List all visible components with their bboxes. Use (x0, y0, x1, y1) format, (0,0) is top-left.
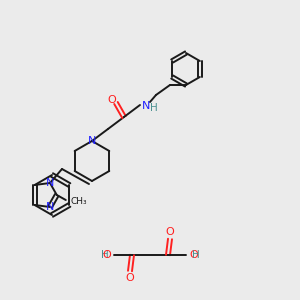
Text: N: N (46, 178, 54, 188)
Text: H: H (101, 250, 109, 260)
Text: O: O (166, 227, 174, 237)
Text: N: N (88, 136, 96, 146)
Text: N: N (142, 101, 150, 111)
Text: H: H (192, 250, 200, 260)
Text: H: H (150, 103, 158, 113)
Text: O: O (102, 250, 111, 260)
Text: CH₃: CH₃ (71, 196, 87, 206)
Text: N: N (46, 202, 54, 212)
Text: O: O (126, 273, 134, 283)
Text: O: O (108, 95, 116, 105)
Text: O: O (189, 250, 198, 260)
